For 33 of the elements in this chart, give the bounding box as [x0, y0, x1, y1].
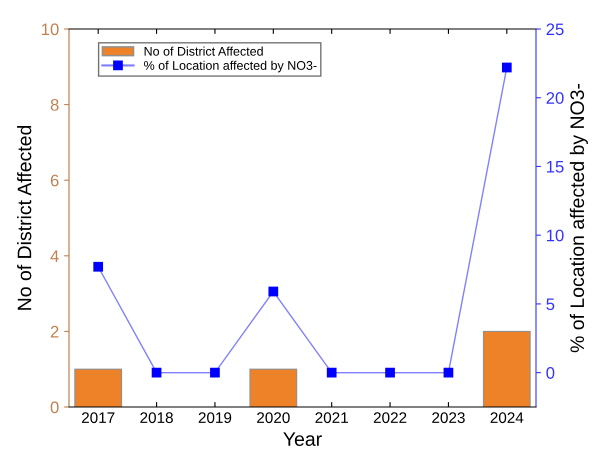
y-axis-title: No of District Affected: [17, 126, 32, 310]
x-tick-label: 2017: [82, 412, 114, 424]
point: [502, 62, 512, 72]
point: [152, 368, 162, 378]
point: [444, 368, 454, 378]
x-tick-label: 2018: [140, 412, 173, 424]
x-tick-label: 2021: [315, 412, 348, 424]
legend-label: No of District Affected: [144, 46, 263, 56]
y-tick-label: 8: [50, 99, 59, 111]
y-tick-label: 0: [50, 401, 59, 414]
y2-tick-label: 5: [546, 298, 554, 310]
x-tick-label: 2023: [432, 412, 465, 424]
y2-tick-label: 25: [546, 23, 564, 36]
x-axis-title: Year: [283, 432, 322, 446]
point: [268, 286, 278, 296]
y2-tick-label: 20: [546, 92, 564, 104]
x-tick-label: 2020: [257, 412, 290, 424]
x-tick-label: 2019: [198, 412, 232, 424]
point: [93, 262, 104, 272]
y2-tick-label: 0: [546, 367, 554, 379]
y2-tick-label: 15: [546, 161, 564, 173]
point: [210, 368, 220, 378]
y2-axis-title: % of Location affected by NO3-: [570, 84, 588, 352]
y-tick-label: 4: [50, 250, 59, 262]
x-tick-label: 2022: [374, 412, 406, 424]
y-tick-label: 6: [50, 174, 59, 186]
y-tick-label: 10: [42, 23, 59, 36]
x-tick-label: 2024: [490, 412, 524, 424]
y2-tick-label: 10: [546, 230, 564, 242]
point: [385, 368, 395, 378]
point: [326, 368, 337, 378]
legend-label: % of Location affected by NO3-: [144, 60, 317, 72]
y-tick-label: 2: [50, 326, 58, 338]
